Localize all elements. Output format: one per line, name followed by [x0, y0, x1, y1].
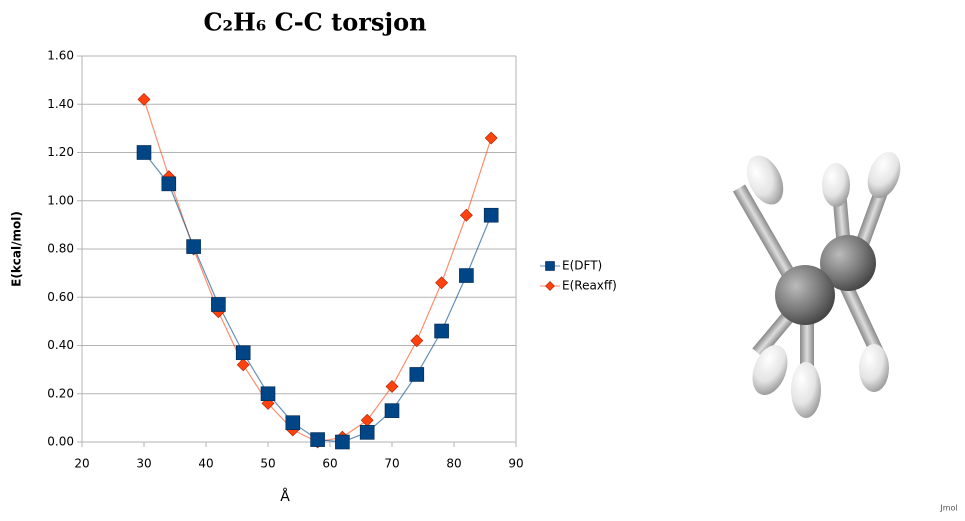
y-axis-label: E(kcal/mol)	[10, 211, 24, 287]
marker	[311, 433, 325, 447]
x-tick-label: 90	[508, 457, 523, 471]
y-tick-label: 1.40	[47, 97, 74, 111]
carbon	[775, 265, 835, 325]
marker	[286, 416, 300, 430]
y-tick-label: 0.00	[47, 435, 74, 449]
x-tick-label: 80	[446, 457, 461, 471]
series-line	[144, 99, 491, 442]
x-tick-label: 30	[136, 457, 151, 471]
x-tick-label: 20	[74, 457, 89, 471]
marker	[460, 209, 472, 221]
hydrogen	[859, 344, 889, 392]
marker	[138, 93, 150, 105]
hydrogen	[791, 362, 821, 418]
marker	[162, 177, 176, 191]
marker	[386, 381, 398, 393]
x-tick-label: 50	[260, 457, 275, 471]
legend-label: E(DFT)	[562, 259, 602, 273]
x-tick-label: 60	[322, 457, 337, 471]
y-tick-label: 1.20	[47, 145, 74, 159]
hydrogen	[822, 163, 850, 207]
x-tick-label: 70	[384, 457, 399, 471]
y-tick-label: 0.20	[47, 386, 74, 400]
x-axis-label: Å	[280, 488, 290, 505]
marker	[546, 282, 555, 291]
viewer-label: Jmol	[939, 504, 957, 513]
marker	[436, 277, 448, 289]
y-tick-label: 0.80	[47, 242, 74, 256]
marker	[385, 404, 399, 418]
marker	[484, 208, 498, 222]
marker	[361, 414, 373, 426]
marker	[137, 146, 151, 160]
y-tick-label: 1.60	[47, 49, 74, 63]
marker	[335, 435, 349, 449]
marker	[187, 240, 201, 254]
marker	[459, 269, 473, 283]
marker	[411, 335, 423, 347]
chart-title: C₂H₆ C-C torsjon	[203, 8, 426, 37]
marker	[211, 297, 225, 311]
hydrogen	[862, 147, 907, 202]
page: C₂H₆ C-C torsjon Å E(kcal/mol) Jmol 0.00…	[0, 0, 965, 517]
marker	[435, 324, 449, 338]
marker	[485, 132, 497, 144]
y-tick-label: 0.40	[47, 338, 74, 352]
y-tick-label: 0.60	[47, 290, 74, 304]
marker	[261, 387, 275, 401]
y-tick-label: 1.00	[47, 193, 74, 207]
x-tick-label: 40	[198, 457, 213, 471]
marker	[236, 346, 250, 360]
legend-label: E(Reaxff)	[562, 279, 617, 293]
marker	[360, 425, 374, 439]
marker	[410, 367, 424, 381]
molecule	[733, 147, 906, 418]
marker	[546, 262, 555, 271]
plot: 0.00 0.20 0.40 0.60 0.80 1.00 1.20 1.40 1.60 20 30…	[47, 49, 617, 471]
